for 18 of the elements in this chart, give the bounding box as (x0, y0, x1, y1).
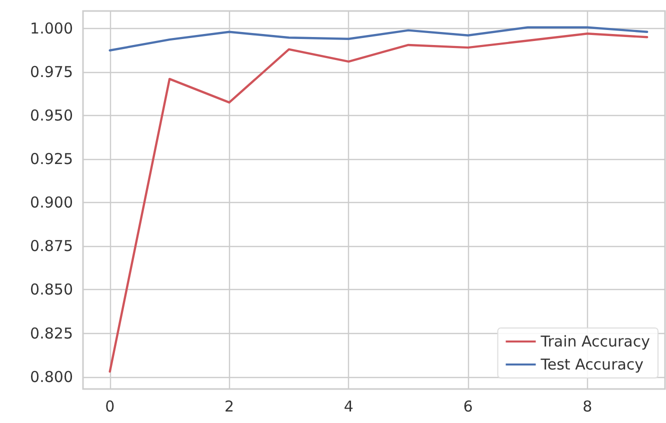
y-tick-label: 0.900 (30, 194, 73, 212)
y-tick-label: 0.925 (30, 150, 73, 168)
x-tick-label: 0 (105, 398, 115, 416)
legend-label: Test Accuracy (540, 356, 644, 374)
line-series (108, 26, 648, 52)
y-tick-label: 0.825 (30, 324, 73, 342)
y-tick-label: 0.850 (30, 280, 73, 299)
y-tick-label: 1.000 (30, 19, 73, 38)
x-tick-label: 6 (463, 398, 473, 416)
x-tick-label: 8 (582, 398, 592, 416)
legend-label: Train Accuracy (540, 332, 650, 350)
y-tick-label: 0.875 (30, 237, 73, 256)
x-tick-label: 4 (344, 398, 354, 416)
line-series (108, 32, 648, 373)
y-tick-label: 0.950 (30, 106, 73, 125)
y-tick-label: 0.975 (30, 62, 73, 81)
x-tick-label: 2 (224, 398, 234, 416)
y-tick-label: 0.800 (30, 368, 73, 386)
